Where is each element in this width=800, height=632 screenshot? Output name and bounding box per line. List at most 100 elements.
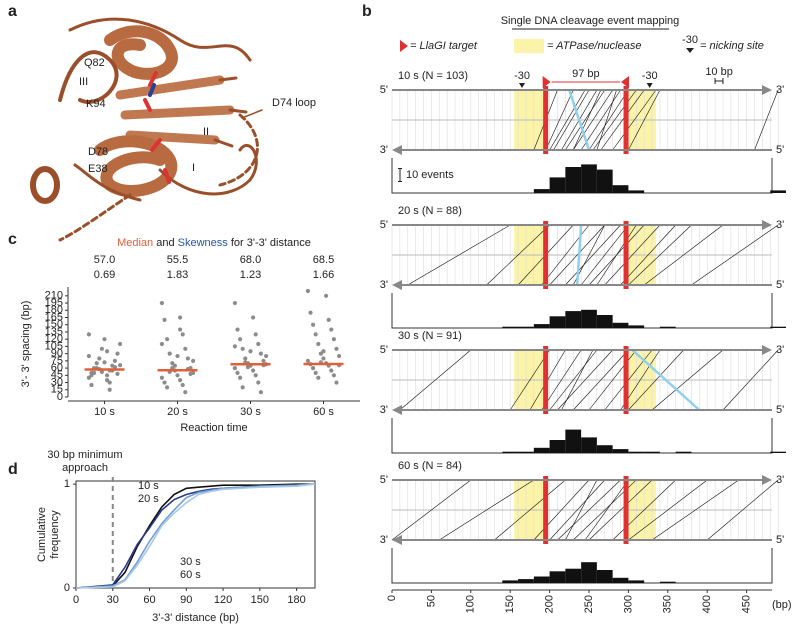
histogram-bar	[502, 580, 519, 583]
data-point	[245, 365, 250, 370]
cleavage-event	[651, 479, 739, 541]
cleavage-event	[439, 479, 535, 541]
x-tick-label: 150	[251, 594, 269, 606]
y-axis-label: Cumulative	[36, 507, 48, 562]
structure-label: III	[79, 76, 88, 88]
cleavage-event	[541, 349, 582, 411]
data-point	[185, 356, 190, 361]
histogram-bar	[549, 571, 566, 583]
data-point	[183, 346, 188, 351]
median-label: 68.0	[240, 254, 261, 266]
x-tick-label: 100	[465, 595, 477, 613]
data-point	[308, 310, 313, 315]
data-point	[165, 337, 170, 342]
data-point	[316, 341, 321, 347]
data-point	[337, 353, 342, 359]
cleavage-event	[580, 89, 621, 151]
histogram-bar	[596, 445, 613, 453]
data-point	[251, 368, 256, 373]
data-point	[175, 373, 180, 378]
data-point	[86, 332, 91, 337]
cleavage-event	[573, 349, 629, 411]
data-point	[248, 349, 253, 354]
median-label: 68.5	[313, 254, 334, 266]
skewness-label: 1.23	[240, 269, 261, 281]
target-site	[543, 476, 549, 544]
y-axis-label: 3'- 3' spacing (bp)	[20, 301, 32, 388]
x-tick-label: 90	[180, 594, 192, 606]
arrowhead	[762, 85, 772, 95]
y-tick-label: 120	[45, 333, 63, 345]
data-point	[261, 358, 266, 363]
cleavage-event	[565, 224, 621, 286]
data-point	[243, 356, 248, 361]
histogram-bar	[628, 451, 645, 453]
median-label: 57.0	[94, 254, 115, 266]
histogram-bar	[549, 177, 566, 193]
y-tick-label: 150	[45, 319, 63, 331]
histogram-bar	[628, 190, 645, 193]
histogram-bar	[770, 326, 786, 328]
annotation: 30 bp minimum	[47, 449, 122, 461]
cdf-line	[75, 483, 316, 589]
data-point	[89, 373, 94, 378]
histogram-bar	[549, 440, 566, 453]
data-point	[311, 365, 316, 371]
histogram-bar	[612, 449, 629, 453]
structure-label: I	[192, 162, 195, 174]
histogram-bar	[565, 568, 582, 583]
cleavage-event	[754, 89, 779, 151]
skewness-label: 0.69	[94, 269, 115, 281]
arrowhead	[762, 220, 772, 230]
cleavage-event	[553, 89, 590, 151]
histogram-bar	[612, 322, 629, 328]
cleavage-event	[651, 349, 724, 411]
data-point	[331, 337, 336, 342]
data-point	[253, 373, 258, 378]
data-point	[321, 356, 326, 361]
cleavage-event	[399, 349, 471, 411]
histogram-bar	[581, 437, 597, 453]
cleavage-event	[588, 479, 653, 541]
data-point	[118, 363, 123, 368]
data-point	[240, 385, 245, 390]
scale-label: 10 bp	[705, 66, 733, 78]
highlight-event	[568, 89, 591, 151]
target-site	[623, 476, 629, 544]
strand-label: 3'	[380, 404, 388, 416]
structure-label: II	[203, 126, 209, 138]
data-point	[115, 371, 120, 376]
data-point	[99, 369, 104, 375]
subpanel-title: 10 s (N = 103)	[398, 70, 468, 82]
x-unit-label: (bp)	[772, 599, 792, 611]
data-point	[334, 380, 339, 385]
histogram-bar	[612, 577, 629, 583]
cleavage-event	[620, 224, 676, 286]
data-point	[240, 346, 245, 351]
data-point	[107, 380, 112, 385]
target-site	[623, 221, 629, 289]
cleavage-event	[628, 224, 692, 286]
cleavage-event	[628, 479, 708, 541]
target-site	[543, 346, 549, 414]
strand-label: 5'	[776, 279, 784, 291]
strand-label: 3'	[776, 344, 784, 356]
cdf-line	[75, 483, 316, 589]
legend-label: = LlaGI target	[410, 40, 478, 52]
x-axis-label: Reaction time	[180, 422, 247, 434]
data-point	[316, 375, 321, 380]
x-tick-label: 0	[386, 595, 398, 601]
x-tick-label: 400	[701, 595, 713, 613]
x-tick-label: 150	[504, 595, 516, 613]
panel-label: a	[8, 3, 17, 20]
histogram-bar	[533, 447, 550, 453]
data-point	[264, 353, 269, 359]
annotation: approach	[62, 462, 108, 474]
arrowhead	[762, 475, 772, 485]
highlight-event	[631, 349, 701, 411]
histogram-bar	[770, 190, 786, 193]
y-tick-label: 0	[57, 391, 63, 403]
y-tick-label: 195	[45, 297, 63, 309]
y-tick-label: 135	[45, 326, 63, 338]
